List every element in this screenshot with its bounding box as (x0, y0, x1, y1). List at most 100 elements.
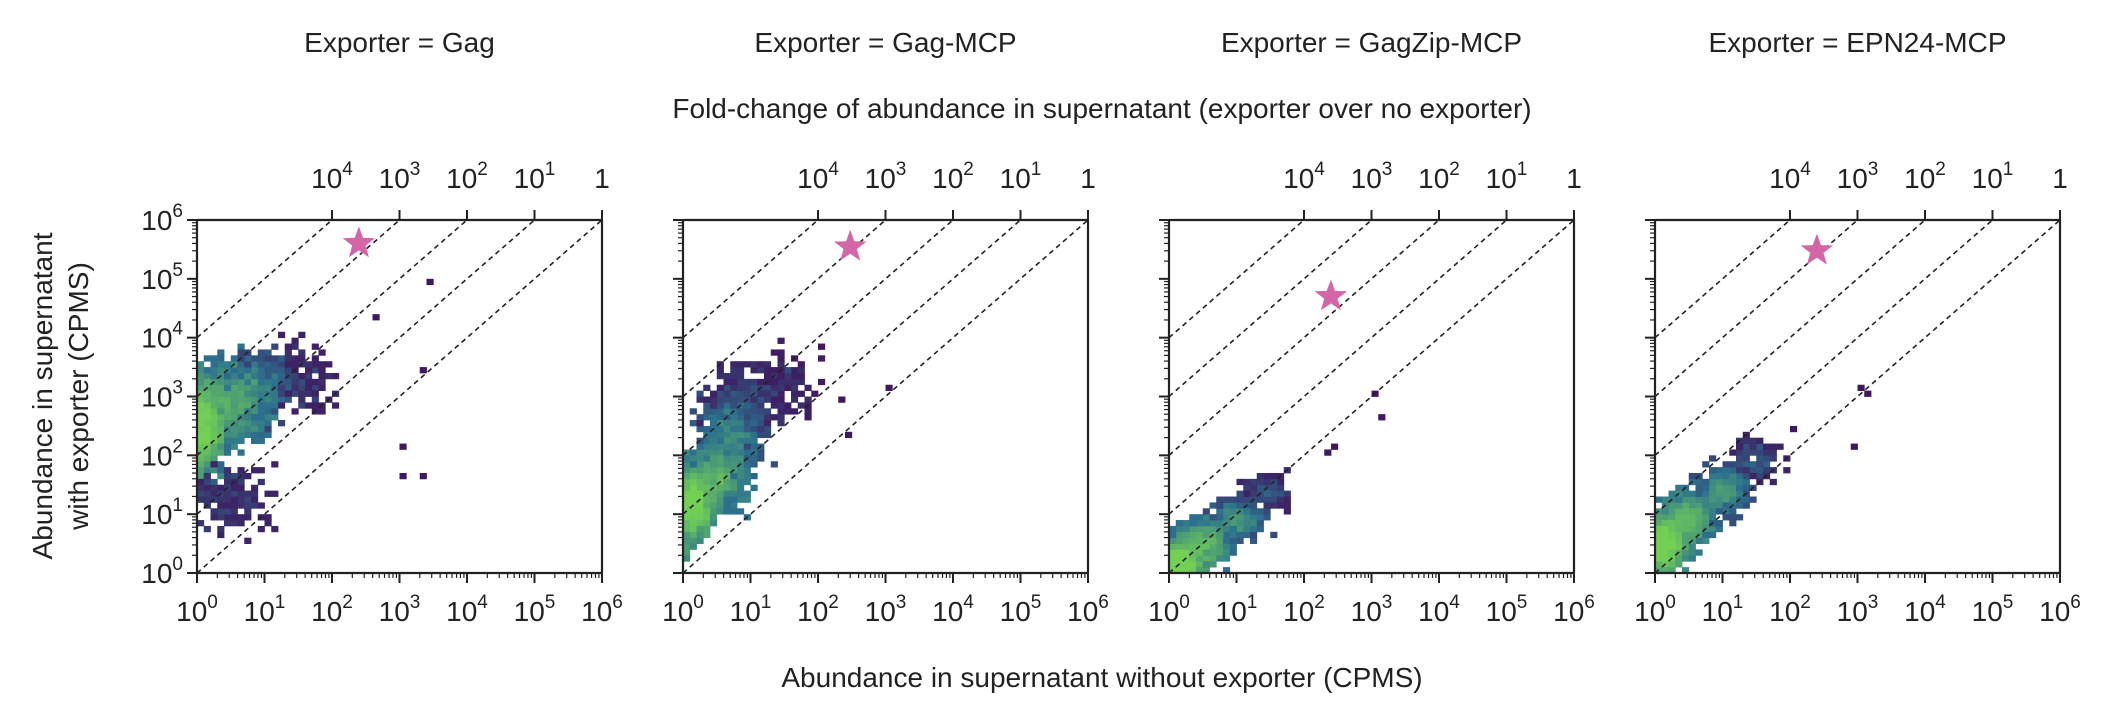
density-bin (264, 414, 272, 421)
density-bin (1688, 496, 1696, 503)
density-bin (230, 367, 238, 374)
density-bin (750, 367, 758, 374)
density-bin (737, 390, 745, 397)
density-bin (1709, 472, 1717, 480)
density-bin (224, 443, 232, 450)
density-bin (683, 514, 691, 521)
density-bin (237, 484, 245, 492)
density-bin (197, 372, 205, 380)
density-bin (730, 484, 738, 492)
density-bin (1729, 467, 1737, 474)
top-tick-label: 1 (1080, 163, 1096, 194)
density-bin (683, 461, 691, 468)
density-bin (237, 402, 245, 409)
density-bin (230, 437, 238, 444)
density-bin (224, 467, 232, 474)
density-bin (730, 420, 738, 427)
density-bin (217, 514, 225, 521)
density-bin (757, 396, 765, 403)
density-bin (723, 384, 731, 392)
density-bin (244, 396, 252, 403)
density-bin (1756, 449, 1764, 456)
density-bin (764, 414, 772, 421)
density-bin (689, 531, 697, 539)
guide-line (197, 220, 333, 339)
density-bin (723, 408, 731, 415)
density-bin (217, 367, 225, 374)
density-bin (257, 402, 265, 409)
density-bin (1682, 555, 1690, 562)
density-bin (257, 431, 265, 439)
density-bin (1331, 443, 1339, 450)
top-tick-label: 1 (594, 163, 610, 194)
density-bin (217, 531, 225, 539)
density-bin (1229, 508, 1237, 515)
density-bin (1250, 525, 1258, 533)
top-tick-label: 101 (1972, 159, 2014, 194)
x-tick-label: 101 (1702, 592, 1744, 627)
density-bin (1661, 549, 1669, 556)
density-bin (1202, 508, 1210, 515)
density-bin (1223, 549, 1231, 556)
density-bin (264, 396, 272, 403)
density-bin (683, 502, 691, 509)
density-bin (1209, 502, 1217, 509)
density-bin (730, 490, 738, 497)
density-bin (1229, 520, 1237, 527)
density-bin (284, 396, 292, 403)
density-bin (197, 443, 205, 450)
density-bin (1709, 531, 1717, 539)
density-bin (230, 355, 238, 362)
density-bin (210, 390, 218, 397)
density-bin (237, 390, 245, 397)
density-bin (224, 490, 232, 497)
density-bin (1196, 537, 1204, 544)
density-bin (197, 420, 205, 427)
density-bin (210, 478, 218, 486)
density-bin (716, 384, 724, 392)
axes: 100 101 102 103 104 105 106 104 103 102 101 1 (1634, 159, 2081, 627)
density-bin (1169, 561, 1177, 568)
density-bin (1682, 537, 1690, 544)
top-tick-label: 104 (311, 159, 353, 194)
guide-line (683, 220, 819, 339)
density-bin (689, 467, 697, 474)
density-bin (710, 443, 718, 450)
density-bin (716, 402, 724, 409)
density-bin (1655, 520, 1663, 527)
density-bin (244, 496, 252, 503)
density-bin (210, 402, 218, 409)
density-bin (1769, 478, 1777, 486)
density-bin (1216, 531, 1224, 539)
density-bin (230, 496, 238, 503)
density-bin (1189, 555, 1197, 562)
density-bin (210, 367, 218, 374)
density-bin (217, 502, 225, 509)
density-bin (737, 472, 745, 480)
y-axis-title-line2: with exporter (CPMS) (63, 262, 94, 531)
density-bin (1661, 514, 1669, 521)
density-bin (1675, 525, 1683, 533)
density-bin (730, 431, 738, 439)
density-bin (743, 449, 751, 456)
density-bin (696, 455, 704, 462)
density-bin (318, 384, 326, 392)
guide-line (1169, 220, 1508, 515)
density-bin (1175, 549, 1183, 556)
density-bin (696, 390, 704, 397)
density-bin (311, 402, 319, 409)
density-bin (716, 496, 724, 503)
density-bin (777, 355, 785, 362)
density-bin (1236, 514, 1244, 521)
density-bin (683, 531, 691, 539)
density-bin (237, 478, 245, 486)
density-bin (244, 502, 252, 509)
density-bin (278, 402, 286, 409)
density-bin (703, 384, 711, 392)
density-bin (885, 384, 893, 392)
density-bin (251, 378, 259, 386)
density-bin (1182, 520, 1190, 527)
